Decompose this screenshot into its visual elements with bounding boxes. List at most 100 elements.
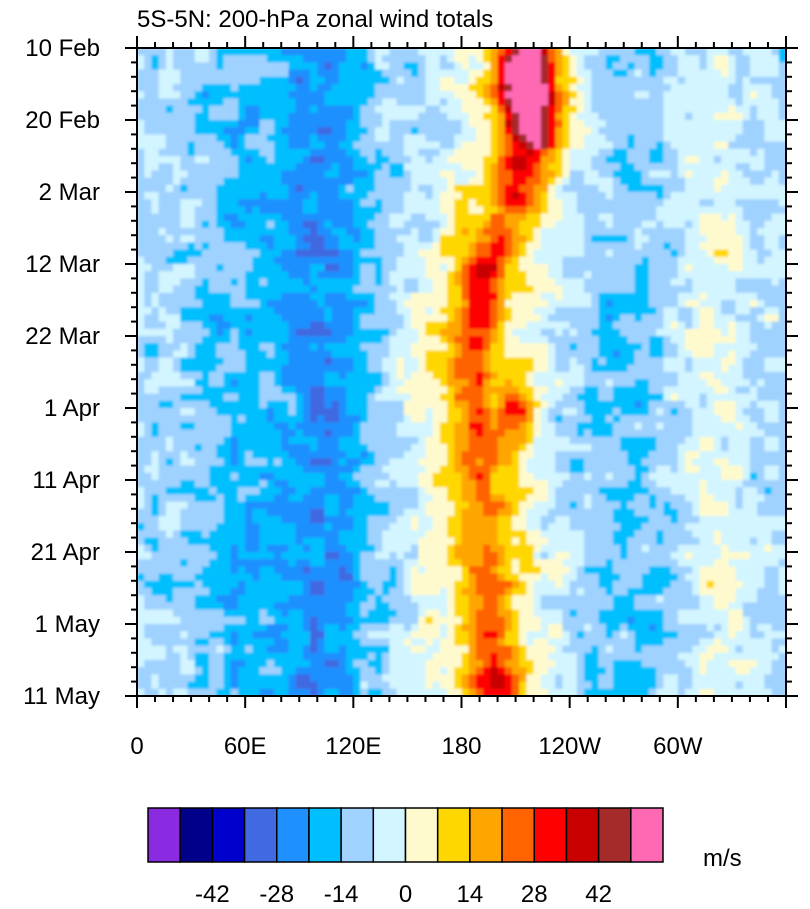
heatmap-cell bbox=[237, 170, 246, 179]
heatmap-cell bbox=[490, 393, 499, 402]
heatmap-cell bbox=[165, 350, 174, 359]
heatmap-cell bbox=[374, 328, 383, 337]
heatmap-cell bbox=[555, 156, 564, 164]
heatmap-cell bbox=[165, 436, 174, 445]
heatmap-cell bbox=[663, 55, 672, 63]
heatmap-cell bbox=[367, 256, 376, 265]
heatmap-cell bbox=[605, 278, 614, 287]
heatmap-cell bbox=[194, 444, 203, 452]
heatmap-cell bbox=[612, 213, 621, 222]
heatmap-cell bbox=[562, 98, 571, 107]
heatmap-cell bbox=[237, 112, 246, 121]
heatmap-cell bbox=[562, 177, 571, 186]
heatmap-cell bbox=[685, 76, 693, 85]
heatmap-cell bbox=[158, 105, 167, 114]
heatmap-cell bbox=[346, 91, 354, 99]
heatmap-cell bbox=[728, 300, 737, 308]
heatmap-cell bbox=[533, 336, 542, 344]
heatmap-cell bbox=[432, 429, 441, 438]
heatmap-cell bbox=[721, 235, 729, 243]
heatmap-cell bbox=[685, 220, 693, 229]
heatmap-cell bbox=[230, 184, 239, 193]
heatmap-cell bbox=[656, 278, 665, 287]
heatmap-cell bbox=[562, 48, 571, 56]
heatmap-cell bbox=[201, 379, 210, 387]
heatmap-cell bbox=[259, 177, 268, 186]
heatmap-cell bbox=[764, 220, 773, 229]
heatmap-cell bbox=[295, 199, 304, 207]
heatmap-cell bbox=[721, 408, 729, 416]
heatmap-cell bbox=[209, 148, 217, 157]
heatmap-cell bbox=[511, 357, 520, 366]
heatmap-cell bbox=[540, 163, 549, 171]
heatmap-cell bbox=[692, 220, 701, 229]
heatmap-cell bbox=[533, 364, 542, 373]
heatmap-cell bbox=[295, 112, 304, 121]
heatmap-cell bbox=[468, 170, 477, 179]
heatmap-cell bbox=[418, 170, 427, 179]
heatmap-cell bbox=[526, 55, 535, 63]
heatmap-cell bbox=[137, 120, 145, 128]
heatmap-cell bbox=[699, 228, 708, 236]
heatmap-cell bbox=[144, 436, 153, 445]
heatmap-cell bbox=[548, 350, 556, 359]
heatmap-cell bbox=[771, 98, 780, 107]
heatmap-cell bbox=[540, 134, 549, 143]
heatmap-cell bbox=[317, 69, 326, 78]
heatmap-cell bbox=[742, 436, 751, 445]
heatmap-cell bbox=[670, 235, 679, 243]
heatmap-cell bbox=[620, 343, 628, 351]
heatmap-cell bbox=[165, 314, 174, 323]
heatmap-cell bbox=[648, 127, 657, 135]
heatmap-cell bbox=[562, 328, 571, 337]
heatmap-cell bbox=[461, 141, 470, 150]
heatmap-cell bbox=[713, 112, 722, 121]
heatmap-cell bbox=[627, 379, 636, 387]
heatmap-cell bbox=[692, 170, 701, 179]
heatmap-cell bbox=[735, 271, 744, 279]
heatmap-cell bbox=[447, 76, 455, 85]
heatmap-cell bbox=[555, 48, 564, 56]
heatmap-cell bbox=[331, 278, 340, 287]
heatmap-cell bbox=[353, 55, 362, 63]
heatmap-cell bbox=[757, 235, 765, 243]
heatmap-cell bbox=[663, 429, 672, 438]
heatmap-cell bbox=[656, 429, 665, 438]
heatmap-cell bbox=[165, 242, 174, 251]
heatmap-cell bbox=[317, 141, 326, 150]
heatmap-cell bbox=[598, 127, 607, 135]
heatmap-cell bbox=[230, 199, 239, 207]
heatmap-cell bbox=[742, 62, 751, 71]
heatmap-cell bbox=[511, 422, 520, 431]
heatmap-cell bbox=[706, 242, 715, 251]
heatmap-cell bbox=[699, 242, 708, 251]
heatmap-cell bbox=[389, 343, 398, 351]
heatmap-cell bbox=[548, 292, 556, 301]
heatmap-cell bbox=[418, 400, 427, 409]
heatmap-cell bbox=[374, 98, 383, 107]
heatmap-cell bbox=[382, 148, 390, 157]
heatmap-cell bbox=[201, 156, 210, 164]
heatmap-cell bbox=[576, 357, 585, 366]
heatmap-cell bbox=[620, 285, 628, 294]
heatmap-cell bbox=[425, 372, 434, 380]
heatmap-cell bbox=[735, 292, 744, 301]
heatmap-cell bbox=[295, 264, 304, 272]
heatmap-cell bbox=[569, 134, 578, 143]
heatmap-cell bbox=[418, 314, 427, 323]
heatmap-cell bbox=[266, 256, 275, 265]
heatmap-cell bbox=[692, 112, 701, 121]
heatmap-cell bbox=[165, 285, 174, 294]
heatmap-cell bbox=[201, 393, 210, 402]
heatmap-cell bbox=[447, 177, 455, 186]
heatmap-cell bbox=[504, 336, 513, 344]
heatmap-cell bbox=[137, 400, 145, 409]
heatmap-cell bbox=[757, 127, 765, 135]
heatmap-cell bbox=[540, 400, 549, 409]
heatmap-cell bbox=[418, 105, 427, 114]
heatmap-cell bbox=[165, 91, 174, 99]
heatmap-cell bbox=[201, 141, 210, 150]
heatmap-cell bbox=[374, 415, 383, 423]
heatmap-cell bbox=[411, 292, 419, 301]
heatmap-cell bbox=[562, 393, 571, 402]
